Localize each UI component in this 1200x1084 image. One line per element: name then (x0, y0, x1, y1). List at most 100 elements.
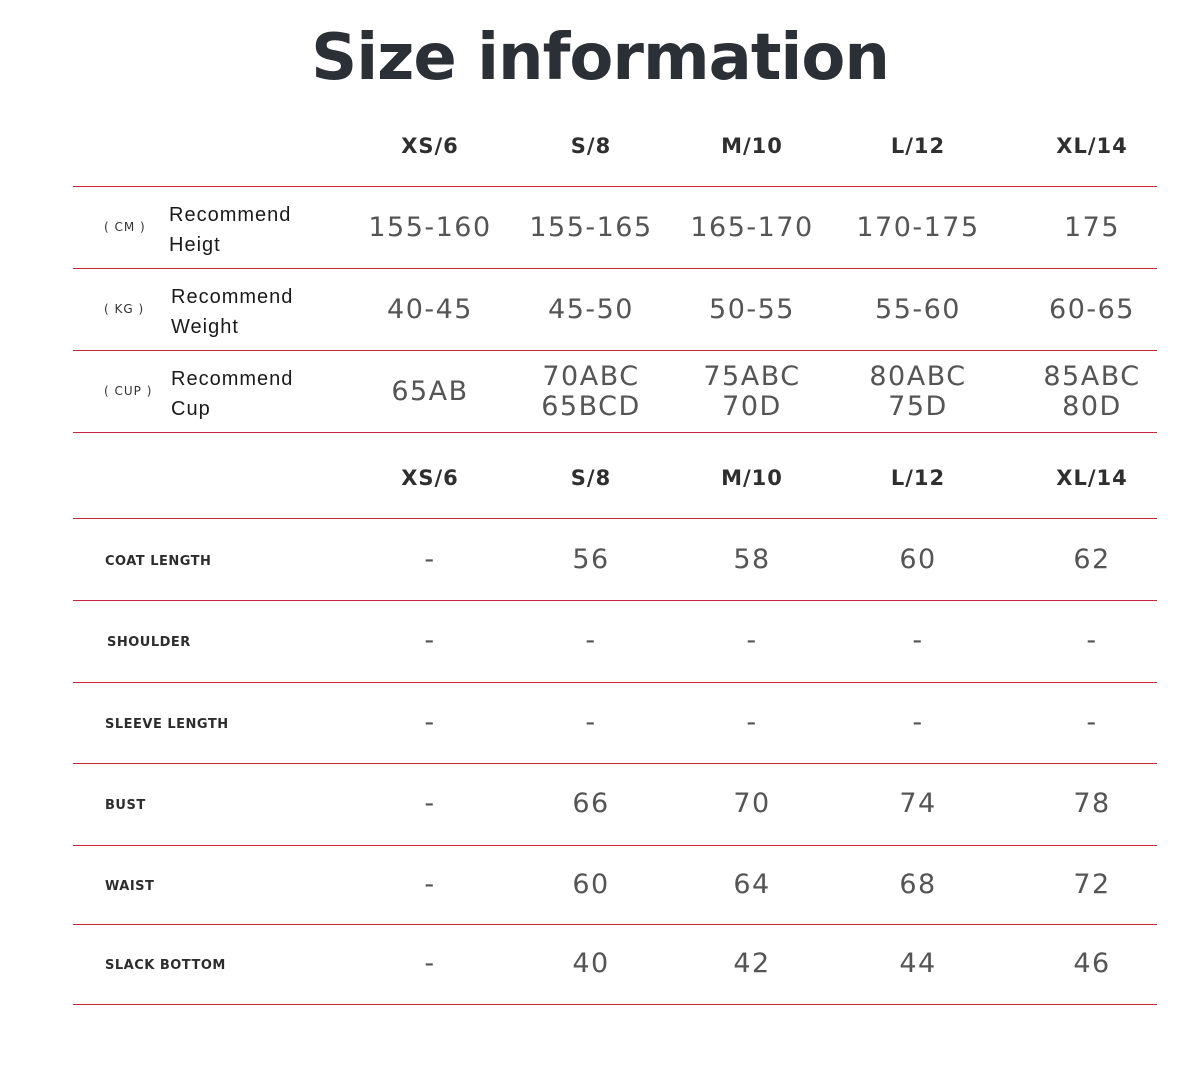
measure-value: 66 (572, 788, 610, 819)
divider-line (73, 432, 1157, 433)
measure-value: 60 (572, 868, 610, 900)
size-header-4-table-2: L/12 (890, 466, 946, 490)
size-header-3-table-1: M/10 (721, 134, 783, 158)
measure-value: - (912, 706, 924, 738)
size-header-3-table-2: M/10 (721, 466, 783, 490)
row-label-line1: Recommend (169, 204, 292, 226)
value-line: 40-45 (387, 293, 473, 325)
recommend-value: 55-60 (843, 269, 993, 350)
measure-value: - (424, 625, 436, 656)
measure-label: BUST (105, 798, 146, 813)
recommend-value: 65AB (355, 351, 505, 432)
measure-value: 78 (1073, 788, 1111, 819)
recommend-value: 175 (1017, 187, 1167, 268)
size-header-2-table-2: S/8 (570, 466, 612, 490)
measure-value: - (746, 706, 758, 738)
recommend-value: 155-165 (516, 187, 666, 268)
value-line: 85ABC (1043, 360, 1141, 392)
value-line: 155-160 (368, 211, 492, 243)
measure-value: 40 (572, 948, 610, 979)
measure-value: 72 (1073, 868, 1111, 900)
unit-label: ( CM ) (104, 219, 146, 234)
measure-value: - (424, 706, 436, 738)
divider-line (73, 682, 1157, 683)
measure-value: 60 (899, 543, 937, 575)
measure-label: SLEEVE LENGTH (105, 716, 229, 732)
size-header-5-table-1: XL/14 (1056, 134, 1128, 158)
value-line: 75ABC (703, 360, 801, 392)
size-header-1-table-1: XS/6 (401, 134, 459, 158)
divider-line (73, 600, 1157, 601)
row-label-line2: Heigt (169, 234, 221, 256)
measure-value: - (585, 625, 597, 656)
value-line: 175 (1063, 211, 1121, 243)
size-header-5-table-2: XL/14 (1056, 466, 1128, 490)
row-label-line1: Recommend (171, 286, 294, 308)
value-line: 165-170 (690, 211, 814, 243)
recommend-value: 80ABC 75D (843, 351, 993, 432)
recommend-value: 50-55 (677, 269, 827, 350)
measure-value: 64 (733, 868, 771, 900)
measure-value: 74 (899, 788, 937, 819)
recommend-value: 165-170 (677, 187, 827, 268)
measure-value: 56 (572, 543, 610, 575)
recommend-value: 40-45 (355, 269, 505, 350)
recommend-value: 75ABC 70D (677, 351, 827, 432)
unit-label: ( CUP ) (104, 383, 153, 398)
measure-value: 42 (733, 948, 771, 979)
divider-line (73, 350, 1157, 351)
measure-value: 46 (1073, 948, 1111, 979)
unit-label: ( KG ) (104, 301, 145, 316)
value-line: 80D (1062, 390, 1122, 422)
measure-value: - (585, 706, 597, 738)
divider-line (73, 518, 1157, 519)
row-label-line2: Weight (171, 316, 239, 338)
measure-value: - (912, 625, 924, 656)
value-line: 65AB (391, 375, 469, 407)
row-label-line2: Cup (171, 398, 211, 420)
measure-label: SHOULDER (107, 635, 191, 650)
value-line: 70D (722, 390, 782, 422)
divider-line (73, 924, 1157, 925)
measure-value: - (424, 543, 436, 575)
divider-line (73, 1004, 1157, 1005)
size-header-4-table-1: L/12 (890, 134, 946, 158)
measure-value: 68 (899, 868, 937, 900)
row-label-line1: Recommend (171, 368, 294, 390)
divider-line (73, 763, 1157, 764)
recommend-value: 85ABC 80D (1017, 351, 1167, 432)
recommend-value: 155-160 (355, 187, 505, 268)
size-header-1-table-2: XS/6 (401, 466, 459, 490)
value-line: 155-165 (529, 211, 653, 243)
page-title: Size information (311, 21, 890, 95)
recommend-value: 60-65 (1017, 269, 1167, 350)
measure-value: - (424, 788, 436, 819)
measure-value: - (1086, 706, 1098, 738)
measure-label: WAIST (105, 878, 155, 894)
value-line: 60-65 (1049, 293, 1135, 325)
value-line: 80ABC (869, 360, 967, 392)
measure-label: SLACK BOTTOM (105, 958, 226, 973)
measure-value: 70 (733, 788, 771, 819)
measure-label: COAT LENGTH (105, 553, 212, 569)
value-line: 170-175 (856, 211, 980, 243)
measure-value: 44 (899, 948, 937, 979)
recommend-value: 70ABC 65BCD (516, 351, 666, 432)
recommend-value: 170-175 (843, 187, 993, 268)
measure-value: 62 (1073, 543, 1111, 575)
measure-value: - (746, 625, 758, 656)
measure-value: 58 (733, 543, 771, 575)
measure-value: - (1086, 625, 1098, 656)
measure-value: - (424, 868, 436, 900)
divider-line (73, 268, 1157, 269)
value-line: 70ABC (542, 360, 640, 392)
value-line: 45-50 (548, 293, 634, 325)
value-line: 75D (888, 390, 948, 422)
divider-line (73, 186, 1157, 187)
recommend-value: 45-50 (516, 269, 666, 350)
value-line: 55-60 (875, 293, 961, 325)
divider-line (73, 845, 1157, 846)
measure-value: - (424, 948, 436, 979)
size-header-2-table-1: S/8 (570, 134, 612, 158)
value-line: 50-55 (709, 293, 795, 325)
